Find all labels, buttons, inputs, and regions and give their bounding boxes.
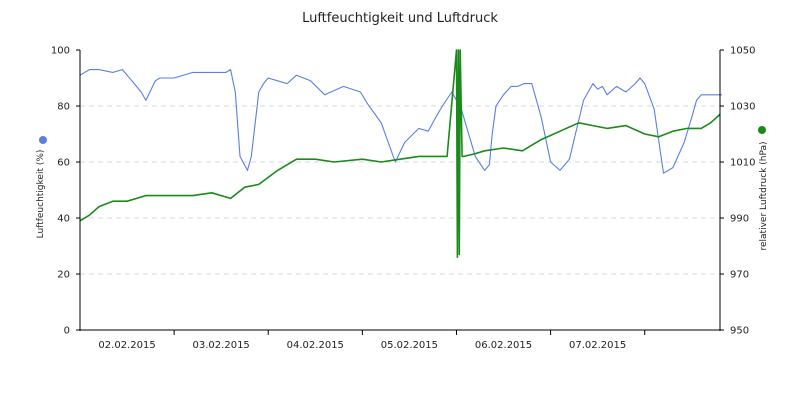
left-series-marker xyxy=(39,136,47,144)
pressure-series-line xyxy=(79,49,721,259)
x-tick-label: 03.02.2015 xyxy=(193,340,250,351)
right-tick-label: 990 xyxy=(730,214,749,225)
left-axis-ticks: 0 20 40 60 80 100 xyxy=(51,46,80,337)
left-tick-label: 0 xyxy=(64,326,70,337)
right-axis-ticks: 950 970 990 1010 1030 1050 xyxy=(720,46,755,337)
chart-title: Luftfeuchtigkeit und Luftdruck xyxy=(302,11,498,26)
axes xyxy=(79,50,721,331)
x-tick-label: 07.02.2015 xyxy=(569,340,626,351)
left-tick-label: 100 xyxy=(51,46,70,57)
left-tick-label: 80 xyxy=(57,102,70,113)
humidity-series-line xyxy=(79,69,722,174)
right-tick-label: 1030 xyxy=(730,102,755,113)
x-tick-label: 06.02.2015 xyxy=(475,340,532,351)
right-axis-title: relativer Luftdruck (hPa) xyxy=(759,141,769,250)
series-layer xyxy=(79,49,722,259)
right-tick-label: 1010 xyxy=(730,158,755,169)
left-tick-label: 60 xyxy=(57,158,70,169)
left-tick-label: 40 xyxy=(57,214,70,225)
left-axis-title: Luftfeuchtigkeit (%) xyxy=(36,150,46,239)
x-axis-ticks: 02.02.2015 03.02.2015 04.02.2015 05.02.2015… xyxy=(98,330,646,351)
right-series-marker xyxy=(758,126,766,134)
right-tick-label: 970 xyxy=(730,270,749,281)
right-tick-label: 1050 xyxy=(730,46,755,57)
left-tick-label: 20 xyxy=(57,270,70,281)
x-tick-label: 02.02.2015 xyxy=(98,340,155,351)
grid xyxy=(80,105,720,275)
x-tick-label: 04.02.2015 xyxy=(287,340,344,351)
right-tick-label: 950 xyxy=(730,326,749,337)
x-tick-label: 05.02.2015 xyxy=(381,340,438,351)
